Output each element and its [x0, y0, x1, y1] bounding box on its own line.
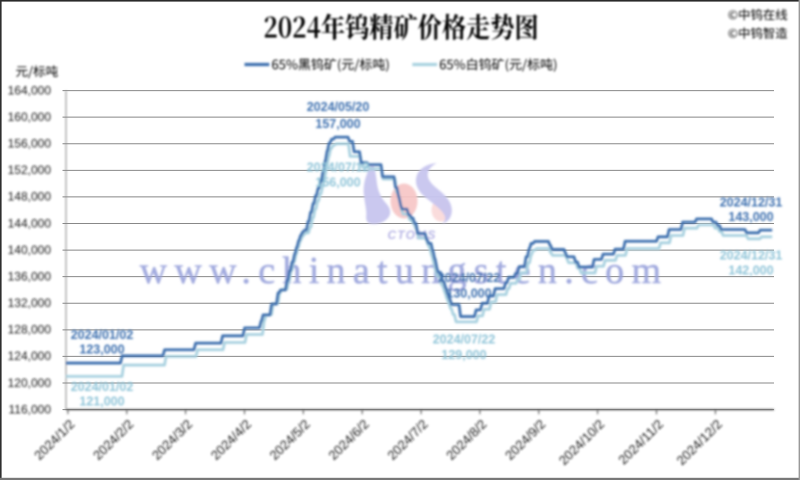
- svg-text:2024/01/02: 2024/01/02: [71, 328, 134, 342]
- svg-text:120,000: 120,000: [8, 376, 52, 390]
- svg-text:121,000: 121,000: [79, 394, 124, 408]
- svg-text:2024/07/22: 2024/07/22: [438, 271, 501, 285]
- svg-text:157,000: 157,000: [315, 117, 360, 131]
- svg-text:132,000: 132,000: [8, 296, 52, 310]
- svg-text:2024/12/31: 2024/12/31: [720, 249, 783, 263]
- svg-text:143,000: 143,000: [728, 210, 773, 224]
- svg-text:142,000: 142,000: [728, 264, 773, 278]
- svg-text:164,000: 164,000: [8, 83, 52, 97]
- svg-text:CTOMS: CTOMS: [387, 228, 436, 242]
- svg-text:129,000: 129,000: [441, 348, 486, 362]
- svg-text:2024/12/31: 2024/12/31: [720, 196, 783, 210]
- svg-text:156,000: 156,000: [315, 176, 360, 190]
- svg-text:2024/07/12: 2024/07/12: [307, 161, 370, 175]
- svg-text:www.chinatungsten.com: www.chinatungsten.com: [140, 250, 669, 292]
- svg-text:130,000: 130,000: [446, 287, 491, 301]
- svg-text:2024/01/02: 2024/01/02: [71, 380, 134, 394]
- svg-text:116,000: 116,000: [9, 402, 52, 416]
- svg-text:152,000: 152,000: [8, 163, 52, 177]
- svg-text:140,000: 140,000: [8, 243, 52, 257]
- svg-text:2024/07/22: 2024/07/22: [433, 333, 496, 347]
- svg-text:148,000: 148,000: [8, 190, 52, 204]
- svg-text:160,000: 160,000: [8, 110, 52, 124]
- svg-text:144,000: 144,000: [8, 216, 52, 230]
- svg-text:123,000: 123,000: [79, 343, 124, 357]
- svg-text:2024/05/20: 2024/05/20: [307, 100, 370, 114]
- svg-text:124,000: 124,000: [8, 349, 52, 363]
- svg-text:128,000: 128,000: [8, 323, 52, 337]
- svg-text:156,000: 156,000: [8, 137, 52, 151]
- svg-text:136,000: 136,000: [8, 269, 52, 283]
